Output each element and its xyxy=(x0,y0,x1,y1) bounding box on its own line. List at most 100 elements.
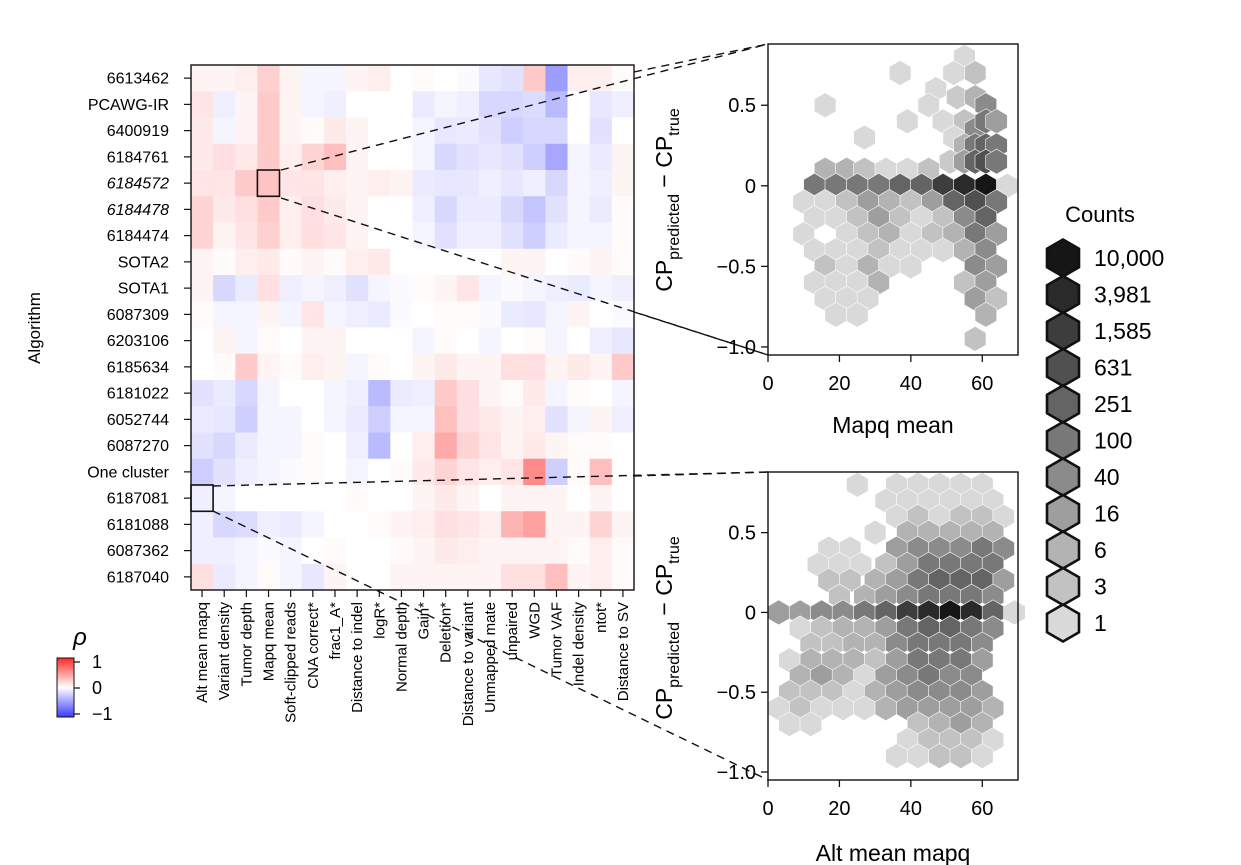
heatmap-cell xyxy=(213,327,236,355)
hexbin-upper-xlabel: Mapq mean xyxy=(832,412,953,438)
heatmap-cell xyxy=(368,275,391,302)
connector-line xyxy=(633,311,769,356)
ytick-label: 0 xyxy=(745,602,756,624)
heatmap-cell xyxy=(235,406,258,433)
heatmap-cell xyxy=(456,537,480,565)
heatmap-cell xyxy=(501,406,524,433)
heatmap-cell xyxy=(478,563,502,591)
colorbar-gradient xyxy=(56,657,75,718)
heatmap-cell xyxy=(390,353,413,381)
heatmap-row-label: SOTA2 xyxy=(118,254,169,271)
hexbin-cell xyxy=(899,253,923,280)
heatmap-cell xyxy=(523,511,546,538)
heatmap-cell xyxy=(390,196,413,223)
heatmap-cell xyxy=(478,222,502,250)
counts-legend-label: 10,000 xyxy=(1094,245,1164,271)
heatmap-column-label: Mapq mean xyxy=(261,602,278,681)
heatmap-cell xyxy=(434,143,458,171)
heatmap-cell xyxy=(589,458,613,486)
heatmap-cell xyxy=(412,327,436,355)
heatmap-cell xyxy=(523,537,546,565)
heatmap-cell xyxy=(346,485,369,512)
heatmap-cell xyxy=(434,485,458,512)
heatmap-cell xyxy=(235,327,258,355)
connector-line xyxy=(280,197,769,356)
heatmap-cell xyxy=(501,117,524,145)
heatmap-cell xyxy=(191,143,214,171)
heatmap-row-label: 6613462 xyxy=(107,71,169,88)
heatmap-cell xyxy=(213,432,236,460)
counts-legend-label: 631 xyxy=(1094,355,1132,381)
heatmap-cell xyxy=(589,327,613,355)
heatmap-cell xyxy=(191,117,214,145)
ytick-label: 0 xyxy=(745,176,756,198)
heatmap-cell xyxy=(523,222,546,250)
heatmap-cell xyxy=(323,537,347,565)
heatmap-cell xyxy=(390,301,413,328)
heatmap-cell xyxy=(611,511,635,538)
hexbin-cells-lower xyxy=(767,471,1026,769)
heatmap-cell xyxy=(191,196,214,223)
heatmap-cell xyxy=(412,432,436,460)
heatmap-cell xyxy=(545,65,568,92)
colorbar-tick-label: −1 xyxy=(92,704,113,724)
hexbin-cell xyxy=(846,301,869,328)
heatmap-cell xyxy=(257,458,280,486)
heatmap-cell xyxy=(434,196,458,223)
heatmap-cell xyxy=(545,275,568,302)
heatmap-cell xyxy=(611,380,635,407)
connector-line xyxy=(633,43,769,73)
heatmap-cell xyxy=(346,117,369,145)
heatmap-cell xyxy=(611,275,635,302)
heatmap-cell xyxy=(545,353,568,381)
ylabel-sub-true: true xyxy=(666,536,683,564)
xtick-label: 60 xyxy=(971,373,993,395)
heatmap-cell xyxy=(368,406,391,433)
heatmap-cell xyxy=(545,406,568,433)
heatmap-cell xyxy=(191,537,214,565)
heatmap-cell xyxy=(213,117,236,145)
heatmap-cell xyxy=(545,380,568,407)
counts-legend-swatch xyxy=(1045,347,1081,388)
zoom-connectors xyxy=(212,43,769,781)
heatmap-cell xyxy=(501,248,524,276)
heatmap-row-label: 6052744 xyxy=(107,412,169,429)
heatmap-cell xyxy=(567,537,591,565)
heatmap-cell xyxy=(523,406,546,433)
heatmap-cell xyxy=(589,563,613,591)
counts-legend-title: Counts xyxy=(1065,202,1135,227)
counts-legend-swatch xyxy=(1045,383,1081,424)
heatmap-cell xyxy=(456,406,480,433)
heatmap-cell xyxy=(501,275,524,302)
heatmap-cell xyxy=(390,380,413,407)
heatmap-cell xyxy=(611,563,635,591)
heatmap-cell xyxy=(279,275,303,302)
heatmap-cell xyxy=(390,143,413,171)
heatmap-cell xyxy=(567,143,591,171)
heatmap-cell xyxy=(434,117,458,145)
heatmap-cell xyxy=(191,380,214,407)
heatmap-cell xyxy=(346,301,369,328)
counts-legend-swatch xyxy=(1045,493,1081,534)
heatmap-cell xyxy=(478,248,502,276)
heatmap-cell xyxy=(368,301,391,328)
heatmap-cell xyxy=(235,143,258,171)
colorbar-tick-label: 1 xyxy=(92,652,102,672)
heatmap-row-label: PCAWG-IR xyxy=(88,97,169,114)
heatmap-cell xyxy=(368,327,391,355)
heatmap-cell xyxy=(323,380,347,407)
hexbin-cell xyxy=(971,743,994,769)
heatmap-cell xyxy=(456,353,480,381)
xtick-label: 20 xyxy=(828,798,850,820)
heatmap-cell xyxy=(279,196,303,223)
heatmap-cell xyxy=(523,143,546,171)
heatmap-cell xyxy=(501,65,524,92)
heatmap-cell xyxy=(191,170,214,197)
heatmap-cell xyxy=(545,327,568,355)
hexbin-panel-lower: 0.5 0 −0.5 −1.0 0 20 40 60 Alt mean mapq CPpred… xyxy=(651,471,1026,865)
heatmap-cell xyxy=(257,248,280,276)
ytick-label: −1.0 xyxy=(717,762,756,784)
heatmap-cell xyxy=(368,458,391,486)
heatmap-cell xyxy=(346,511,369,538)
heatmap-cell xyxy=(412,117,436,145)
